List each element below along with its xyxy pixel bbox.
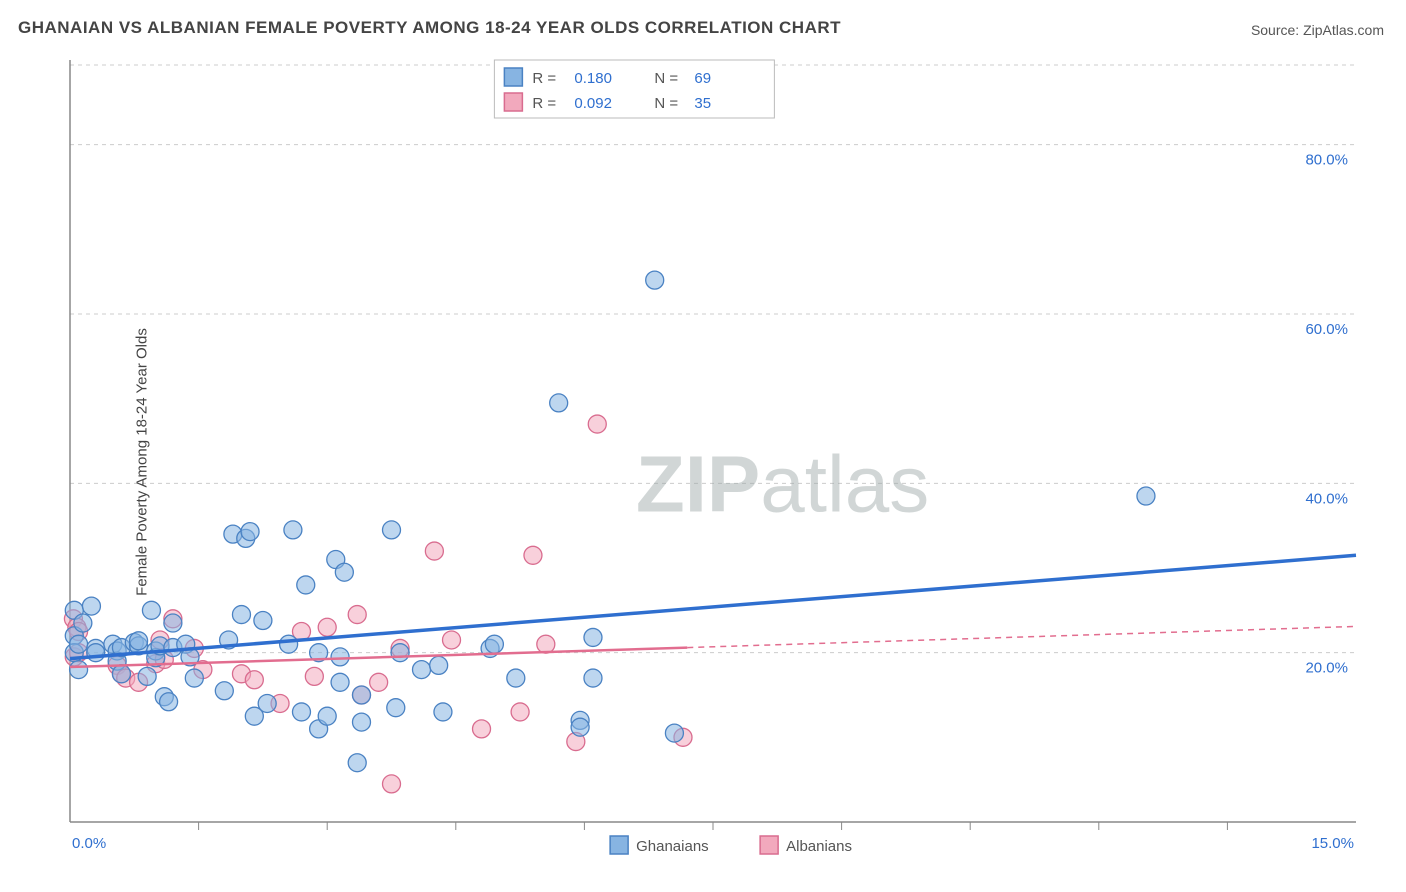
trend-line-ghanaians (70, 555, 1356, 658)
chart-title: GHANAIAN VS ALBANIAN FEMALE POVERTY AMON… (18, 18, 841, 38)
data-point-albanian (348, 606, 366, 624)
data-point-albanian (245, 671, 263, 689)
data-point-ghanaian (241, 523, 259, 541)
y-tick-label: 60.0% (1305, 321, 1348, 338)
data-point-ghanaian (254, 611, 272, 629)
data-point-ghanaian (331, 648, 349, 666)
data-point-ghanaian (584, 628, 602, 646)
watermark: ZIPatlas (636, 439, 929, 528)
data-point-ghanaian (130, 632, 148, 650)
y-tick-label: 20.0% (1305, 660, 1348, 677)
data-point-ghanaian (185, 669, 203, 687)
data-point-ghanaian (387, 699, 405, 717)
data-point-ghanaian (284, 521, 302, 539)
data-point-ghanaian (232, 606, 250, 624)
data-point-ghanaian (318, 707, 336, 725)
data-point-albanian (443, 631, 461, 649)
data-point-ghanaian (1137, 487, 1155, 505)
correlation-scatter-chart: 20.0% 40.0% 60.0% 80.0% ZIPatlas 0.0% 15.0% R =… (18, 50, 1388, 874)
x-tick-label: 15.0% (1311, 835, 1354, 852)
data-point-ghanaian (391, 644, 409, 662)
legend-n-label: N = (654, 95, 678, 112)
legend-series-label: Albanians (786, 838, 852, 855)
data-point-albanian (524, 546, 542, 564)
data-point-albanian (370, 673, 388, 691)
data-point-albanian (305, 667, 323, 685)
y-tick-label: 80.0% (1305, 152, 1348, 169)
data-point-ghanaian (485, 635, 503, 653)
data-point-ghanaian (507, 669, 525, 687)
x-tick-label: 0.0% (72, 835, 106, 852)
data-point-ghanaian (112, 665, 130, 683)
data-point-ghanaian (335, 563, 353, 581)
legend-swatch-blue (504, 68, 522, 86)
data-point-ghanaian (258, 694, 276, 712)
legend-swatch-pink (760, 836, 778, 854)
legend-r-label: R = (532, 70, 556, 87)
data-point-ghanaian (348, 754, 366, 772)
data-point-albanian (425, 542, 443, 560)
data-point-ghanaian (74, 614, 92, 632)
data-point-albanian (318, 618, 336, 636)
data-point-ghanaian (430, 656, 448, 674)
legend-swatch-blue (610, 836, 628, 854)
data-point-ghanaian (571, 718, 589, 736)
legend-n-value: 35 (694, 95, 711, 112)
data-point-ghanaian (164, 614, 182, 632)
data-point-ghanaian (331, 673, 349, 691)
data-point-ghanaian (215, 682, 233, 700)
legend-n-label: N = (654, 70, 678, 87)
data-point-ghanaian (665, 724, 683, 742)
trend-line-albanians-extrapolated (687, 626, 1356, 647)
data-point-albanian (511, 703, 529, 721)
data-point-ghanaian (352, 713, 370, 731)
data-point-ghanaian (383, 521, 401, 539)
data-point-ghanaian (434, 703, 452, 721)
y-tick-label: 40.0% (1305, 490, 1348, 507)
y-axis-label: Female Poverty Among 18-24 Year Olds (133, 328, 150, 596)
data-point-albanian (473, 720, 491, 738)
source-prefix: Source: (1251, 22, 1303, 38)
source-attribution: Source: ZipAtlas.com (1251, 22, 1384, 38)
data-point-ghanaian (280, 635, 298, 653)
chart-container: Female Poverty Among 18-24 Year Olds 20.… (18, 50, 1388, 874)
data-point-ghanaian (87, 644, 105, 662)
data-point-ghanaian (297, 576, 315, 594)
data-point-albanian (383, 775, 401, 793)
data-point-ghanaian (70, 635, 88, 653)
data-point-ghanaian (82, 597, 100, 615)
data-point-ghanaian (352, 686, 370, 704)
data-point-albanian (588, 415, 606, 433)
data-point-ghanaian (413, 661, 431, 679)
data-point-ghanaian (160, 693, 178, 711)
legend-swatch-pink (504, 93, 522, 111)
data-point-albanian (537, 635, 555, 653)
data-point-ghanaian (646, 271, 664, 289)
data-point-ghanaian (550, 394, 568, 412)
data-point-ghanaian (70, 661, 88, 679)
source-name: ZipAtlas.com (1303, 22, 1384, 38)
legend-r-value: 0.092 (574, 95, 612, 112)
data-point-ghanaian (142, 601, 160, 619)
data-point-ghanaian (292, 703, 310, 721)
legend-series-label: Ghanaians (636, 838, 709, 855)
legend-n-value: 69 (694, 70, 711, 87)
legend-r-label: R = (532, 95, 556, 112)
legend-r-value: 0.180 (574, 70, 612, 87)
data-point-ghanaian (138, 667, 156, 685)
data-point-ghanaian (584, 669, 602, 687)
